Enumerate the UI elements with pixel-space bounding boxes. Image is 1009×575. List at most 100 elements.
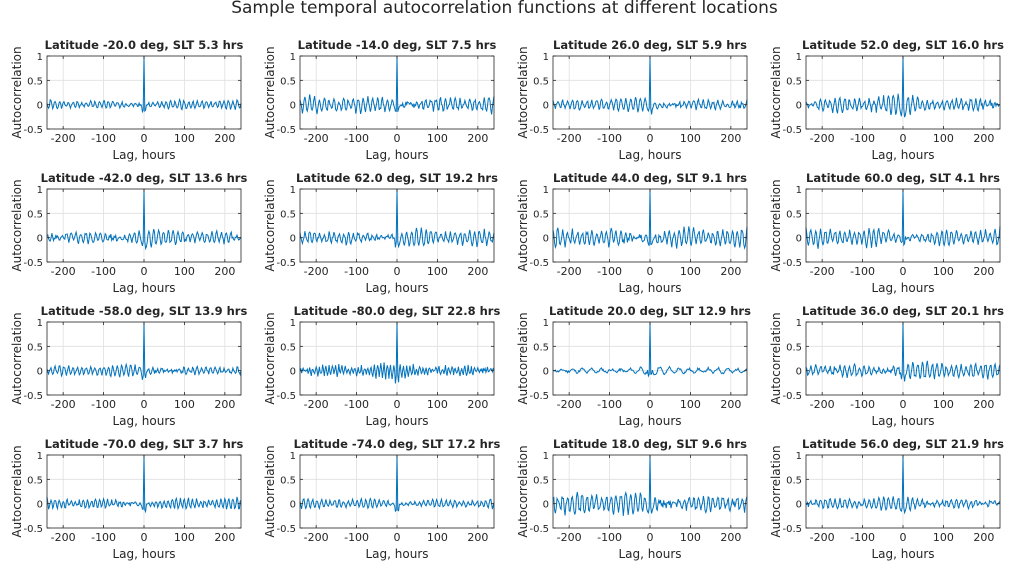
y-tick-label: 0: [290, 367, 296, 378]
x-axis-label: Lag, hours: [618, 148, 681, 162]
x-tick-label: 200: [467, 398, 488, 411]
subplot-title: Latitude 60.0 deg, SLT 4.1 hrs: [806, 171, 1000, 185]
y-tick-label: 0: [543, 500, 549, 511]
x-tick-label: 0: [394, 265, 401, 278]
y-tick-label: 0.5: [280, 475, 296, 486]
y-tick-label: 1: [37, 185, 43, 196]
x-tick-label: -200: [51, 398, 76, 411]
subplot-title: Latitude 36.0 deg, SLT 20.1 hrs: [802, 304, 1004, 318]
y-tick-label: 1: [290, 318, 296, 329]
x-axis-label: Lag, hours: [112, 281, 175, 295]
y-axis-label: Autocorrelation: [10, 445, 24, 537]
x-axis-label: Lag, hours: [871, 414, 934, 428]
x-tick-label: 100: [174, 531, 195, 544]
y-tick-label: -0.5: [529, 524, 549, 535]
x-tick-label: -200: [304, 265, 329, 278]
x-tick-label: 200: [467, 132, 488, 145]
x-tick-label: 200: [973, 132, 994, 145]
x-tick-label: 0: [141, 398, 148, 411]
y-axis-label: Autocorrelation: [263, 179, 277, 271]
y-axis-label: Autocorrelation: [516, 179, 530, 271]
y-tick-label: 0: [796, 234, 802, 245]
subplot-title: Latitude -80.0 deg, SLT 22.8 hrs: [294, 304, 501, 318]
y-axis-label: Autocorrelation: [263, 312, 277, 404]
x-tick-label: -200: [557, 132, 582, 145]
x-tick-label: -100: [850, 531, 875, 544]
x-tick-label: 0: [141, 132, 148, 145]
y-tick-label: 1: [543, 318, 549, 329]
x-axis-label: Lag, hours: [365, 547, 428, 561]
y-tick-label: 1: [37, 318, 43, 329]
y-tick-label: -0.5: [782, 258, 802, 269]
y-tick-label: -0.5: [276, 524, 296, 535]
x-tick-label: 200: [467, 265, 488, 278]
x-tick-label: 200: [720, 398, 741, 411]
y-axis-label: Autocorrelation: [263, 46, 277, 138]
x-tick-label: 200: [214, 265, 235, 278]
x-tick-label: 0: [141, 265, 148, 278]
y-tick-label: -0.5: [23, 125, 43, 136]
y-axis-label: Autocorrelation: [769, 312, 783, 404]
x-tick-label: -100: [91, 132, 116, 145]
x-tick-label: 0: [647, 265, 654, 278]
y-tick-label: -0.5: [23, 524, 43, 535]
y-tick-label: 0: [796, 101, 802, 112]
y-axis-label: Autocorrelation: [769, 445, 783, 537]
subplot-title: Latitude 20.0 deg, SLT 12.9 hrs: [549, 304, 751, 318]
x-axis-label: Lag, hours: [112, 547, 175, 561]
x-tick-label: -200: [51, 265, 76, 278]
x-axis-label: Lag, hours: [618, 547, 681, 561]
subplot-title: Latitude -70.0 deg, SLT 3.7 hrs: [45, 437, 244, 451]
x-tick-label: -200: [304, 398, 329, 411]
x-tick-label: -100: [597, 398, 622, 411]
y-tick-label: 1: [290, 185, 296, 196]
x-tick-label: -200: [51, 531, 76, 544]
y-tick-label: 0: [290, 101, 296, 112]
y-tick-label: 0: [290, 500, 296, 511]
x-tick-label: 0: [647, 398, 654, 411]
y-tick-label: 1: [543, 451, 549, 462]
x-tick-label: -100: [344, 132, 369, 145]
x-tick-label: -200: [810, 132, 835, 145]
x-tick-label: 100: [427, 398, 448, 411]
x-tick-label: 0: [647, 531, 654, 544]
x-tick-label: 200: [720, 265, 741, 278]
x-tick-label: 100: [933, 132, 954, 145]
x-tick-label: 100: [427, 531, 448, 544]
y-tick-label: 0: [796, 500, 802, 511]
x-tick-label: 200: [720, 132, 741, 145]
y-tick-label: 1: [37, 52, 43, 63]
x-tick-label: 100: [680, 531, 701, 544]
x-tick-label: 100: [174, 398, 195, 411]
x-axis-label: Lag, hours: [112, 148, 175, 162]
y-axis-label: Autocorrelation: [10, 46, 24, 138]
x-tick-label: 100: [933, 531, 954, 544]
y-tick-label: -0.5: [529, 125, 549, 136]
y-tick-label: 0.5: [27, 76, 43, 87]
y-tick-label: -0.5: [23, 258, 43, 269]
y-axis-label: Autocorrelation: [516, 445, 530, 537]
x-tick-label: 0: [900, 265, 907, 278]
y-tick-label: -0.5: [782, 391, 802, 402]
y-tick-label: 0: [37, 500, 43, 511]
x-tick-label: -100: [91, 531, 116, 544]
x-tick-label: -100: [850, 398, 875, 411]
subplot-title: Latitude 44.0 deg, SLT 9.1 hrs: [553, 171, 747, 185]
x-tick-label: -100: [344, 265, 369, 278]
x-tick-label: 0: [647, 132, 654, 145]
y-tick-label: 1: [290, 451, 296, 462]
subplot-title: Latitude 52.0 deg, SLT 16.0 hrs: [802, 38, 1004, 52]
x-tick-label: 200: [973, 398, 994, 411]
y-tick-label: -0.5: [23, 391, 43, 402]
subplot: -200 -100 0 100 200 -0.5 0 0.5 1 Latitude 18.0 de…: [516, 437, 748, 561]
y-tick-label: 0: [543, 234, 549, 245]
y-tick-label: 0.5: [27, 475, 43, 486]
x-tick-label: 0: [141, 531, 148, 544]
y-tick-label: 0.5: [786, 209, 802, 220]
